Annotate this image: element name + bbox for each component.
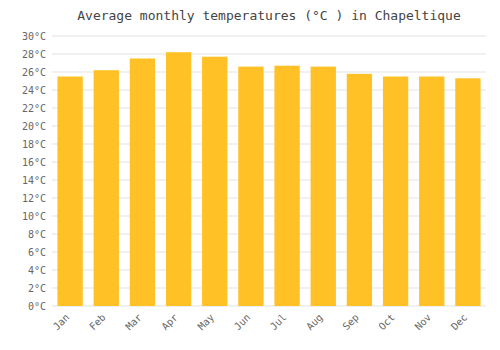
- x-tick-label: Apr: [159, 312, 180, 333]
- bar: [166, 52, 191, 306]
- bar: [455, 78, 480, 306]
- bar: [274, 66, 299, 306]
- y-tick-label: 20°C: [22, 121, 46, 132]
- y-tick-label: 4°C: [28, 265, 46, 276]
- bar: [419, 77, 444, 307]
- bar: [94, 70, 119, 306]
- bar: [383, 77, 408, 307]
- x-tick-label: Oct: [376, 312, 397, 333]
- grid-line: [52, 36, 486, 37]
- title: Average monthly temperatures (°C ) in Ch…: [77, 8, 461, 23]
- x-tick-label: Jan: [51, 312, 72, 333]
- y-tick-label: 12°C: [22, 193, 46, 204]
- chart: Average monthly temperatures (°C ) in Ch…: [0, 0, 500, 350]
- grid: [52, 36, 486, 306]
- y-tick-label: 16°C: [22, 157, 46, 168]
- y-tick-label: 30°C: [22, 31, 46, 42]
- x-axis: Jan Feb Mar Apr May Jun Jul Aug Sep Oct Nov Dec: [51, 312, 469, 333]
- x-tick-label: Jul: [268, 312, 289, 333]
- bar: [130, 59, 155, 307]
- y-tick-label: 28°C: [22, 49, 46, 60]
- grid-line: [52, 54, 486, 55]
- y-tick-label: 0°C: [28, 301, 46, 312]
- bar: [238, 67, 263, 306]
- bar: [202, 57, 227, 306]
- y-tick-label: 6°C: [28, 247, 46, 258]
- bar: [57, 77, 82, 307]
- bar: [311, 67, 336, 306]
- x-tick-label: Mar: [123, 312, 144, 333]
- y-tick-label: 24°C: [22, 85, 46, 96]
- x-tick-label: Feb: [87, 312, 108, 333]
- x-tick-label: May: [196, 312, 217, 333]
- y-tick-label: 26°C: [22, 67, 46, 78]
- y-tick-label: 10°C: [22, 211, 46, 222]
- y-axis: 0°C 2°C 4°C 6°C 8°C 10°C 12°C 14°C 16°C 18°C 20°C 2…: [22, 31, 46, 312]
- bars: [57, 52, 480, 306]
- y-tick-label: 18°C: [22, 139, 46, 150]
- x-tick-label: Nov: [413, 312, 434, 333]
- y-tick-label: 22°C: [22, 103, 46, 114]
- bar: [347, 74, 372, 306]
- x-tick-label: Sep: [340, 312, 361, 333]
- x-tick-label: Aug: [304, 312, 325, 333]
- y-tick-label: 14°C: [22, 175, 46, 186]
- y-tick-label: 2°C: [28, 283, 46, 294]
- x-tick-label: Jun: [232, 312, 253, 333]
- y-tick-label: 8°C: [28, 229, 46, 240]
- x-tick-label: Dec: [449, 312, 470, 333]
- background: [0, 0, 500, 350]
